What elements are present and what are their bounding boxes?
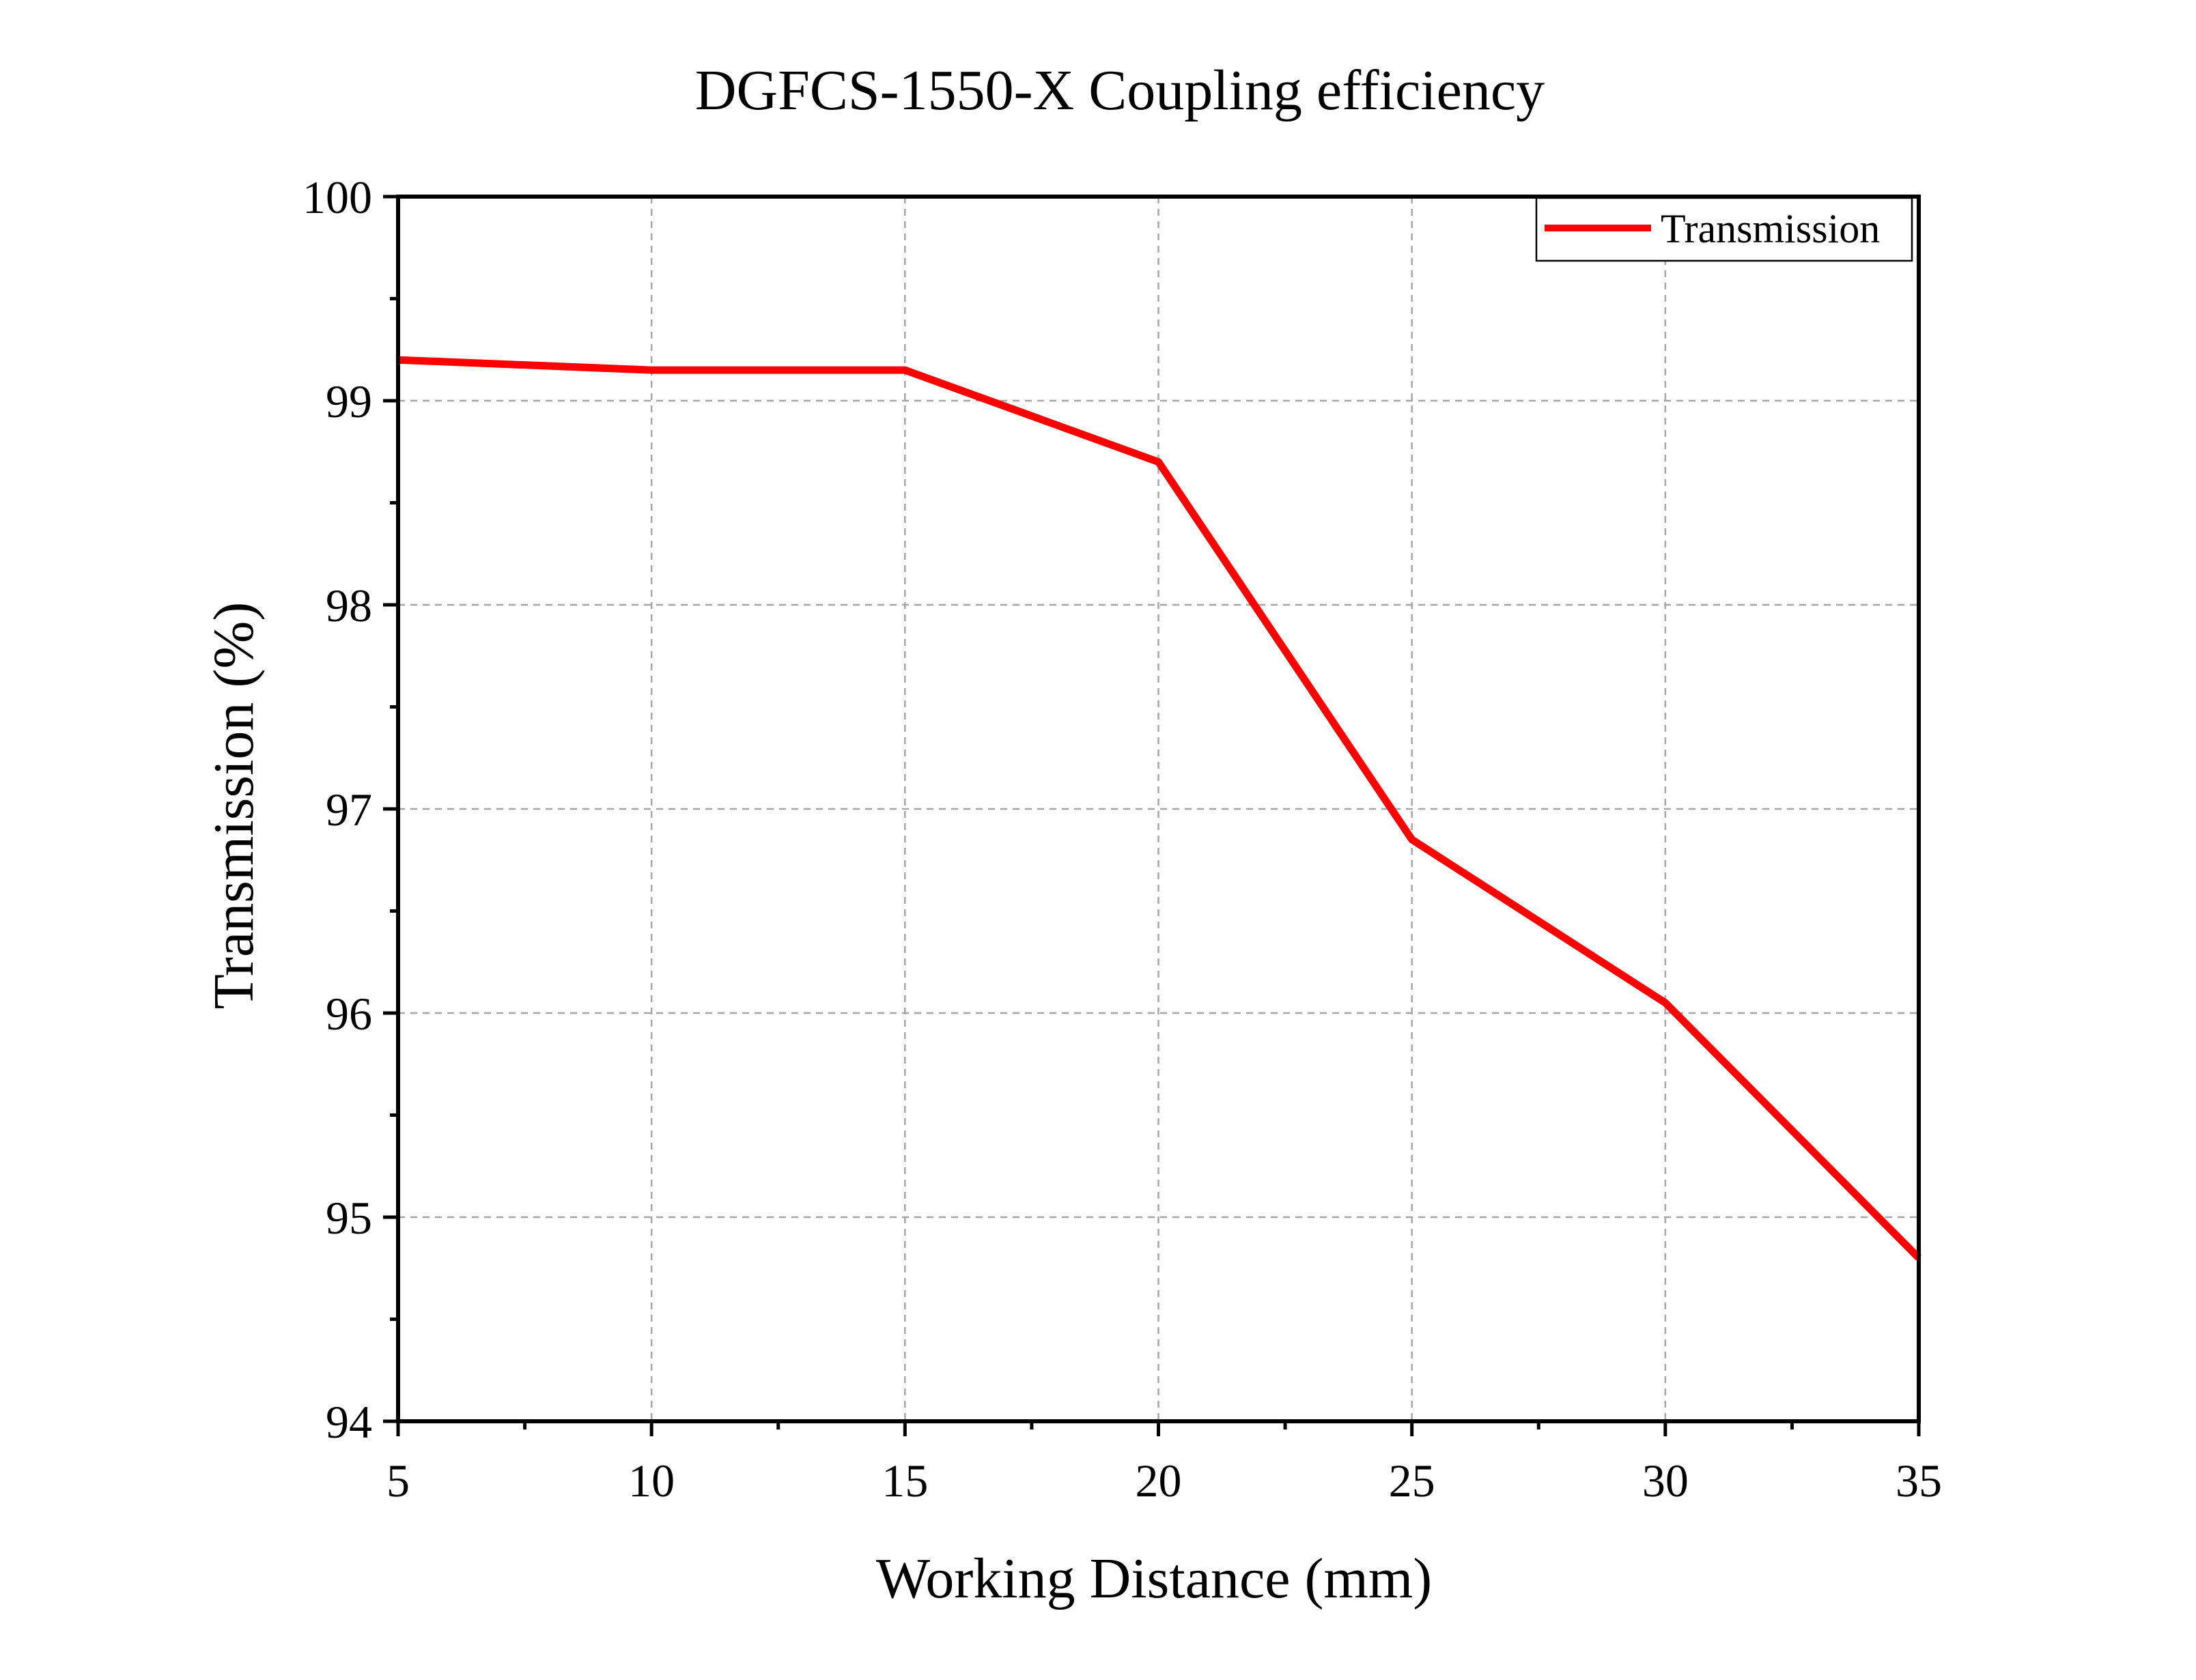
x-tick-label: 30: [1642, 1455, 1689, 1507]
y-tick-label: 96: [326, 988, 372, 1040]
x-tick-label: 20: [1136, 1455, 1182, 1507]
y-tick-label: 97: [326, 784, 372, 836]
tick-labels: 5 10 15 20 25 30 35 94 95 96 97 98 99 100: [302, 171, 1942, 1507]
legend-label: Transmission: [1661, 206, 1880, 251]
x-axis-label: Working Distance (mm): [876, 1547, 1432, 1610]
axis-ticks: [383, 195, 1921, 1436]
y-axis-label: Transmission (%): [202, 602, 266, 1010]
chart-title: DGFCS-1550-X Coupling efficiency: [695, 59, 1545, 122]
series-line-transmission: [397, 356, 1922, 1261]
x-tick-label: 10: [628, 1455, 675, 1507]
legend: Transmission: [1535, 197, 1913, 262]
grid-lines: [398, 197, 1919, 1421]
x-tick-label: 35: [1896, 1455, 1942, 1507]
x-tick-label: 5: [386, 1455, 410, 1507]
x-tick-label: 25: [1389, 1455, 1435, 1507]
y-tick-label: 99: [326, 375, 372, 427]
y-tick-label: 98: [326, 580, 372, 631]
y-tick-label: 100: [302, 171, 372, 223]
series-lines: [397, 356, 1922, 1261]
x-tick-label: 15: [882, 1455, 928, 1507]
y-tick-label: 94: [326, 1396, 372, 1448]
y-tick-label: 95: [326, 1192, 372, 1244]
